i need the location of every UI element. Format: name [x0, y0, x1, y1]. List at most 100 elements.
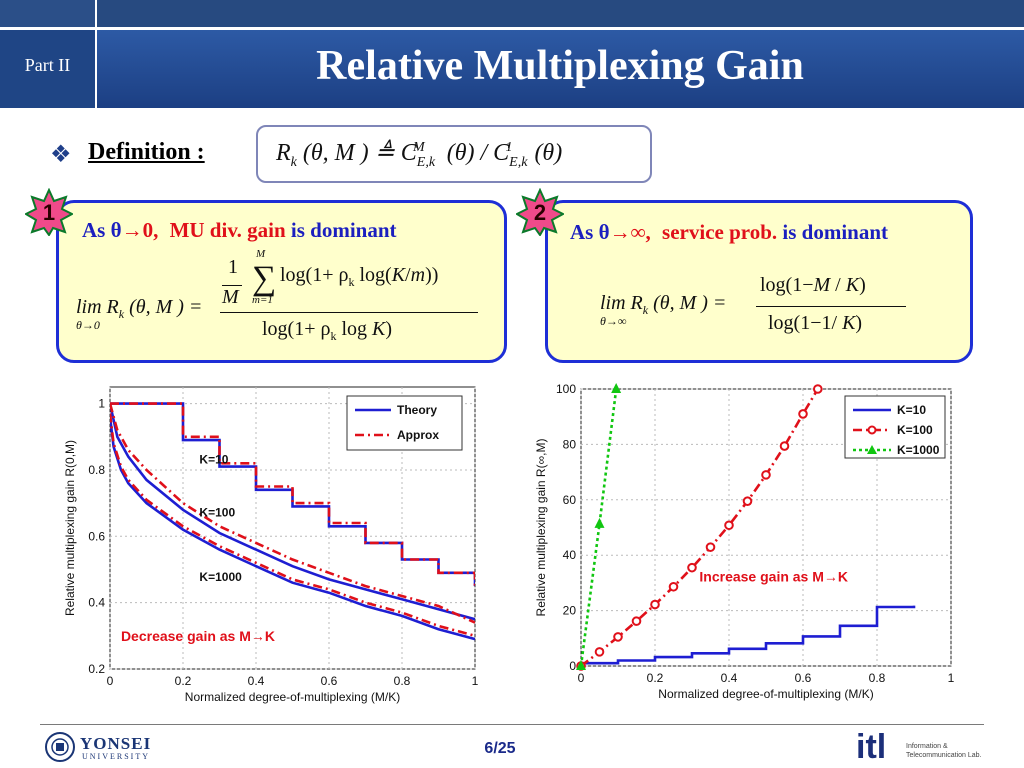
y-tick-label: 1: [98, 397, 105, 411]
definition-label: Definition :: [88, 139, 205, 165]
legend-label: Theory: [397, 403, 437, 417]
annotation: K=100: [199, 505, 235, 519]
legend-box: [844, 395, 946, 459]
star-badge-icon: [516, 188, 564, 236]
diamond-bullet-icon: ❖: [50, 142, 72, 168]
panel-heading: As θ→∞, service prob. is dominant: [570, 220, 889, 244]
y-tick-label: 100: [556, 382, 576, 396]
y-tick-label: 20: [563, 604, 577, 618]
y-tick-label: 80: [563, 437, 577, 451]
x-axis-label: Normalized degree-of-multiplexing (M/K): [658, 687, 873, 701]
x-tick-label: 0.2: [647, 671, 664, 685]
series-line-k-100: [110, 403, 475, 624]
data-point: [611, 383, 622, 393]
data-point: [724, 520, 734, 531]
y-axis-label: Relative multiplexing gain R(0,M): [63, 440, 77, 616]
yonsei-logo-text: YONSEI: [80, 734, 152, 753]
x-tick-label: 0.6: [795, 671, 812, 685]
denominator: log(1−1/ K): [768, 312, 863, 334]
y-tick-label: 0.4: [88, 596, 105, 610]
series-line-k-10: [110, 402, 475, 590]
yonsei-seal-icon: [45, 732, 75, 762]
definition-box: [256, 125, 652, 183]
annotation: Increase gain as M→K: [699, 569, 848, 585]
legend-marker: [867, 445, 877, 454]
numerator: log(1−M / K): [760, 274, 866, 296]
data-point: [594, 647, 605, 657]
annotation: Decrease gain as M→K: [121, 628, 275, 644]
x-tick-label: 0.4: [248, 674, 265, 688]
fraction-bar-small: [222, 285, 242, 286]
chart-right: 0 0.2 0.4 0.6 0.8 1 0 20 40 60 80 100 Normalized deg…: [534, 382, 955, 701]
data-point: [668, 581, 679, 592]
annotation: K=10: [199, 452, 228, 466]
y-tick-label: 0.6: [88, 529, 105, 543]
x-tick-label: 0.4: [721, 671, 738, 685]
series-line-k-1000: [110, 416, 475, 641]
x-axis-label: Normalized degree-of-multiplexing (M/K): [185, 690, 400, 704]
itl-logo-line2: Telecommunication Lab.: [906, 752, 982, 759]
y-tick-label: 60: [563, 493, 577, 507]
fraction-bar: [756, 306, 906, 307]
part-label: Part II: [24, 55, 71, 75]
top-bar: [0, 0, 1024, 27]
limit-expression: lim Rk (θ, M ) =: [76, 296, 203, 321]
data-point: [742, 496, 753, 506]
x-tick-label: 0: [578, 671, 585, 685]
footer-divider: [40, 724, 984, 725]
data-point: [705, 542, 716, 552]
limit-expression: lim Rk (θ, M ) =: [600, 292, 727, 317]
data-point: [613, 632, 623, 642]
limit-subscript: θ→∞: [600, 314, 627, 328]
panel-service-prob: [545, 200, 973, 363]
data-point: [761, 470, 771, 480]
x-tick-label: 0.8: [869, 671, 886, 685]
limit-subscript: θ→0: [76, 318, 100, 332]
x-tick-label: 0: [107, 674, 114, 688]
legend-box: [346, 395, 463, 451]
y-tick-label: 0.8: [88, 463, 105, 477]
itl-logo-line1: Information &: [906, 743, 948, 750]
x-tick-label: 0.2: [175, 674, 192, 688]
data-point: [779, 441, 790, 451]
legend-marker: [867, 425, 877, 435]
fraction-bar: [220, 312, 478, 313]
panel-mu-diversity: [56, 200, 507, 363]
legend-label: Approx: [397, 428, 439, 442]
badge-number: 2: [533, 200, 547, 225]
legend-label: K=100: [897, 423, 933, 437]
top-bar-cell: [0, 0, 97, 27]
part-box: [0, 30, 97, 108]
y-axis-label: Relative multiplexing gain R(∞,M): [534, 439, 548, 617]
slide-title: Relative Multiplexing Gain: [316, 43, 804, 89]
data-point: [798, 409, 808, 419]
x-tick-label: 1: [472, 674, 479, 688]
series-line-k-10: [581, 605, 916, 665]
legend-label: K=1000: [897, 443, 940, 457]
definition-formula: Rk (θ, M ) ≜ CE,kM (θ) / CE,k1 (θ): [276, 140, 563, 170]
series-line-k-100: [110, 403, 475, 621]
y-tick-label: 0: [569, 659, 576, 673]
data-point: [576, 660, 586, 670]
legend-label: K=10: [897, 403, 926, 417]
series-line-k-1000: [110, 413, 475, 638]
x-tick-label: 0.8: [394, 674, 411, 688]
data-point: [687, 562, 697, 573]
page-number: 6/25: [484, 740, 516, 757]
title-bar: [0, 30, 1024, 108]
data-point: [631, 616, 642, 626]
y-tick-label: 40: [563, 548, 577, 562]
denominator: log(1+ ρk log K): [262, 318, 393, 343]
x-tick-label: 0.6: [321, 674, 338, 688]
itl-logo: itl: [856, 728, 887, 766]
x-tick-label: 1: [948, 671, 955, 685]
data-point: [594, 517, 605, 528]
star-badge-icon: [25, 188, 73, 236]
yonsei-logo-sub: UNIVERSITY: [82, 752, 150, 761]
panel-heading: As θ→0, MU div. gain is dominant: [82, 218, 397, 242]
data-point: [650, 599, 660, 610]
badge-number: 1: [42, 200, 56, 225]
y-tick-label: 0.2: [88, 662, 105, 676]
annotation: K=1000: [199, 570, 242, 584]
